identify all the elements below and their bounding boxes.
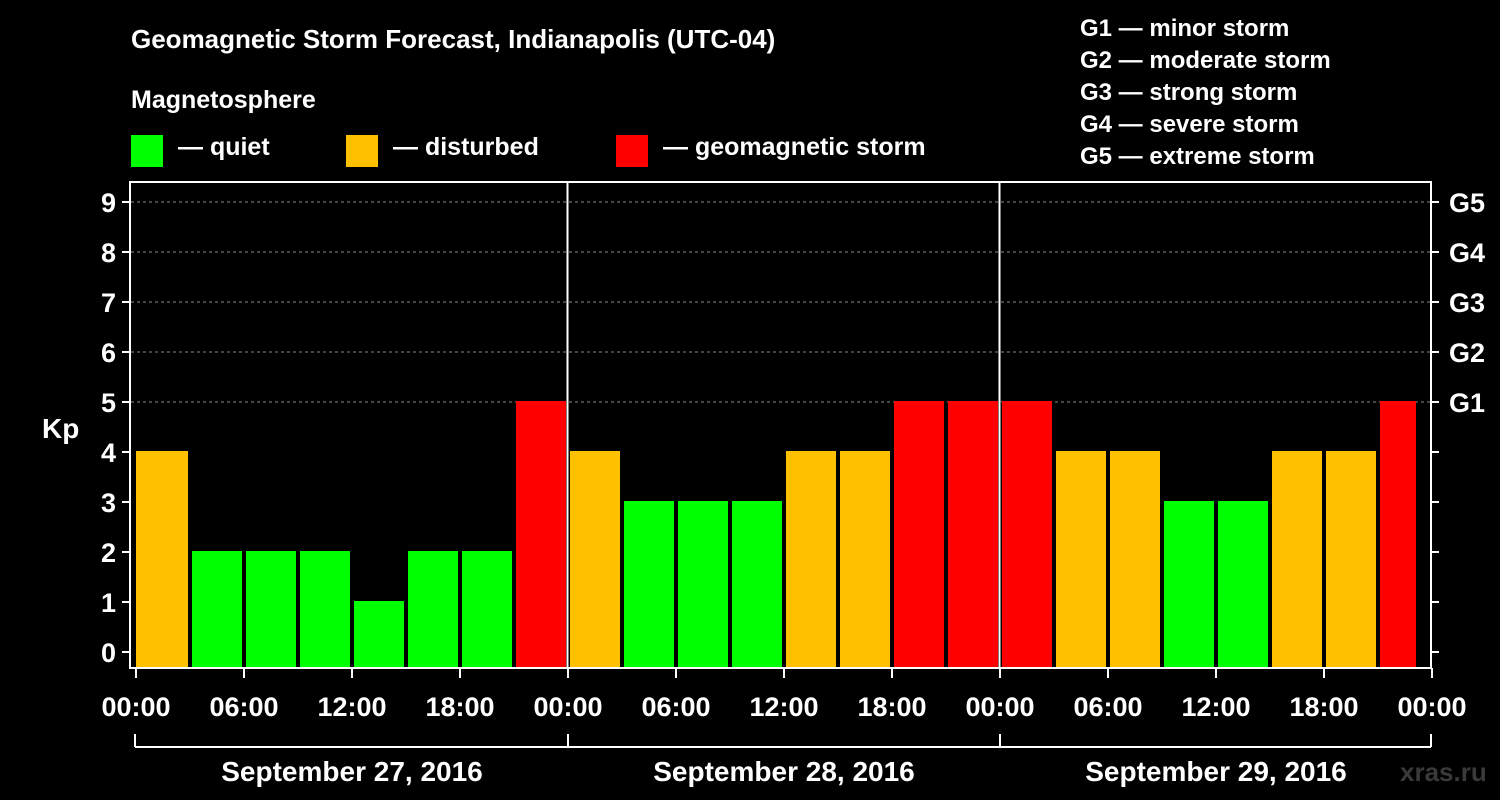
g-scale-g1: G1 — minor storm	[1080, 15, 1290, 42]
y-tick-label: 4	[101, 438, 116, 468]
y-tick-label: 2	[101, 538, 116, 568]
kp-bar	[354, 601, 404, 668]
y-axis-label: Kp	[42, 413, 80, 444]
x-tick-label: 06:00	[641, 692, 710, 722]
x-tick-label: 12:00	[317, 692, 386, 722]
kp-bar	[570, 451, 620, 668]
x-tick-label: 00:00	[533, 692, 602, 722]
kp-bar	[1002, 401, 1052, 668]
legend-label-disturbed: — disturbed	[393, 133, 539, 161]
g-scale-g4: G4 — severe storm	[1080, 111, 1299, 138]
watermark: xras.ru	[1400, 757, 1487, 787]
kp-bar	[732, 501, 782, 668]
day-label: September 28, 2016	[653, 756, 915, 787]
x-tick-label: 00:00	[965, 692, 1034, 722]
y-tick-label: 1	[101, 588, 116, 618]
plot-frame	[129, 181, 1432, 669]
x-tick-label: 00:00	[1397, 692, 1466, 722]
x-tick-label: 06:00	[1073, 692, 1142, 722]
kp-bar	[1380, 401, 1416, 668]
kp-bar	[948, 401, 998, 668]
kp-bar	[462, 551, 512, 668]
x-tick-label: 18:00	[857, 692, 926, 722]
kp-bar	[678, 501, 728, 668]
kp-bar	[408, 551, 458, 668]
x-tick-label: 06:00	[209, 692, 278, 722]
y-tick-label: 3	[101, 488, 116, 518]
day-label: September 27, 2016	[221, 756, 483, 787]
legend-swatch-quiet	[131, 135, 163, 167]
kp-bar	[1218, 501, 1268, 668]
chart-title: Geomagnetic Storm Forecast, Indianapolis…	[131, 24, 776, 54]
y-tick-label: 5	[101, 388, 116, 418]
kp-bar	[192, 551, 242, 668]
legend-label-quiet: — quiet	[178, 133, 270, 161]
kp-bar	[300, 551, 350, 668]
y-tick-label: 8	[101, 238, 116, 268]
kp-bar	[136, 451, 188, 668]
x-tick-label: 18:00	[425, 692, 494, 722]
day-label: September 29, 2016	[1085, 756, 1347, 787]
kp-bar	[1326, 451, 1376, 668]
g-level-label: G5	[1449, 188, 1485, 218]
legend-label-storm: — geomagnetic storm	[663, 133, 926, 161]
y-tick-label: 7	[101, 288, 116, 318]
kp-bar	[516, 401, 566, 668]
kp-bar	[1056, 451, 1106, 668]
g-level-label: G3	[1449, 288, 1485, 318]
kp-bar	[894, 401, 944, 668]
g-scale-g2: G2 — moderate storm	[1080, 47, 1331, 74]
x-tick-label: 12:00	[1181, 692, 1250, 722]
y-tick-label: 9	[101, 188, 116, 218]
x-tick-label: 00:00	[101, 692, 170, 722]
kp-bar	[1110, 451, 1160, 668]
kp-bar	[786, 451, 836, 668]
g-level-label: G4	[1449, 238, 1485, 268]
g-scale-g5: G5 — extreme storm	[1080, 143, 1315, 170]
legend-swatch-disturbed	[346, 135, 378, 167]
kp-bar	[840, 451, 890, 668]
y-tick-label: 6	[101, 338, 116, 368]
x-tick-label: 18:00	[1289, 692, 1358, 722]
x-tick-label: 12:00	[749, 692, 818, 722]
y-tick-label: 0	[101, 638, 116, 668]
kp-bar	[1272, 451, 1322, 668]
kp-bar	[1164, 501, 1214, 668]
g-scale-g3: G3 — strong storm	[1080, 79, 1298, 106]
g-level-label: G1	[1449, 388, 1485, 418]
kp-bar	[624, 501, 674, 668]
magnetosphere-title: Magnetosphere	[131, 86, 316, 114]
legend-swatch-storm	[616, 135, 648, 167]
g-level-label: G2	[1449, 338, 1485, 368]
kp-bar	[246, 551, 296, 668]
